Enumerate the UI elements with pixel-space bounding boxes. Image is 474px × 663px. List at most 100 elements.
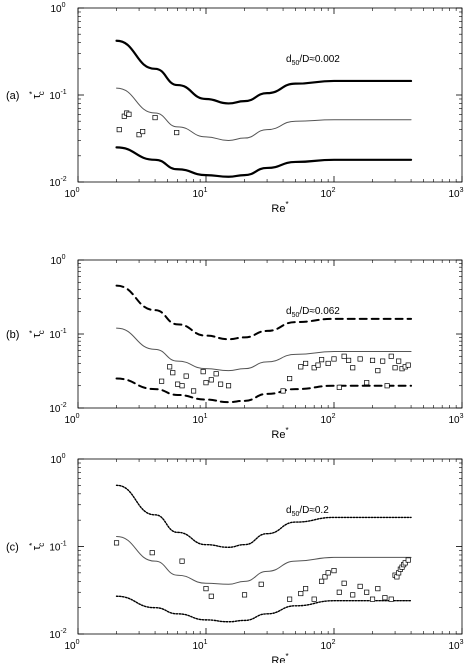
x-tick-label: 100: [64, 639, 79, 652]
data-point: [191, 388, 197, 394]
x-tick-exp: 0: [76, 639, 80, 646]
plot-frame: [77, 7, 463, 183]
data-point: [200, 369, 206, 375]
data-point: [325, 360, 331, 366]
x-tick-base: 10: [320, 641, 332, 652]
data-point: [113, 540, 120, 546]
y-tick-base: 10: [49, 543, 61, 554]
data-point: [170, 370, 176, 376]
data-point: [287, 596, 293, 602]
y-axis-label-sub: c: [37, 330, 46, 334]
y-tick-exp: 0: [62, 2, 66, 9]
annotation-sub: 50: [292, 60, 300, 67]
chart-panel-2: 100 101 102 10310-210-1100Re*τ*c(b)d50/D≈0.…: [6, 254, 464, 441]
x-tick-exp: 1: [204, 187, 208, 194]
data-point: [287, 376, 293, 382]
data-point: [159, 378, 165, 384]
data-point: [311, 365, 317, 371]
x-axis-label-sup: *: [285, 426, 288, 435]
data-point: [405, 557, 411, 563]
x-tick-base: 10: [64, 189, 76, 200]
data-point: [225, 383, 232, 389]
data-point: [364, 380, 370, 386]
x-tick-base: 10: [448, 641, 460, 652]
x-tick-label: 103: [448, 639, 463, 652]
series-lower-line: [115, 377, 413, 404]
data-point: [167, 364, 173, 370]
data-point: [315, 362, 321, 368]
data-point: [303, 586, 309, 592]
data-point: [402, 560, 408, 566]
y-tick-label: 10-1: [49, 328, 66, 341]
x-tick-base: 10: [448, 189, 460, 200]
data-point: [183, 373, 189, 379]
x-axis-label-text: Re: [271, 203, 285, 215]
scatter-points: [159, 353, 411, 394]
data-point: [331, 568, 337, 574]
minor-ticks: [78, 459, 462, 634]
y-axis-label-text: τ: [31, 545, 43, 550]
data-point: [350, 592, 356, 598]
data-point: [357, 583, 363, 589]
annotation-sub: 50: [292, 312, 300, 319]
data-point: [311, 596, 317, 602]
data-point: [375, 586, 381, 592]
plot-frame: [77, 458, 463, 635]
y-tick-base: 10: [49, 178, 61, 189]
data-point: [336, 589, 342, 595]
series-lower-line: [115, 595, 412, 623]
data-point: [241, 592, 248, 598]
x-axis-label-text: Re: [271, 655, 285, 663]
y-tick-base: 10: [50, 455, 62, 466]
y-tick-exp: -2: [60, 176, 66, 183]
data-point: [319, 357, 325, 363]
data-point: [388, 353, 394, 359]
x-tick-label: 101: [192, 187, 207, 200]
y-tick-exp: 0: [62, 254, 66, 261]
data-point: [179, 383, 185, 389]
series-middle-line: [116, 87, 412, 141]
series-middle-line: [116, 327, 412, 372]
y-tick-label: 100: [50, 254, 65, 267]
annotation-tail: /D≈0.002: [299, 54, 340, 65]
data-point: [341, 353, 347, 359]
chart-panel-3: 100 101 102 10310-210-1100Re*τ*c(c)d50/D≈0.…: [6, 453, 464, 663]
data-point: [357, 356, 363, 362]
annotation-tail: /D≈0.2: [299, 505, 329, 516]
data-point: [375, 368, 381, 374]
data-point: [392, 365, 398, 371]
data-point: [382, 595, 388, 601]
x-tick-base: 10: [64, 641, 76, 652]
chart-panel-1: 100 101 102 10310-210-1100Re*τ*c(a)d50/D≈0.…: [6, 2, 464, 215]
x-axis-label-sup: *: [285, 200, 288, 209]
x-tick-label: 101: [192, 413, 207, 426]
data-point: [208, 377, 214, 383]
data-point: [258, 581, 264, 587]
x-axis-label: Re*: [271, 652, 288, 663]
x-tick-label: 100: [64, 187, 79, 200]
panel-label: (c): [6, 542, 19, 554]
y-tick-label: 10-1: [49, 541, 66, 554]
x-tick-exp: 2: [332, 413, 336, 420]
x-axis-label-sup: *: [285, 652, 288, 661]
data-point: [331, 356, 337, 362]
data-point: [388, 596, 394, 602]
y-tick-exp: -2: [60, 402, 66, 409]
data-point: [203, 380, 209, 386]
scatter-points: [113, 540, 411, 602]
y-tick-label: 10-1: [49, 89, 66, 102]
data-point: [346, 357, 352, 363]
y-tick-base: 10: [50, 256, 62, 267]
y-axis-label: τ*c: [28, 543, 46, 550]
data-point: [136, 132, 142, 138]
data-point: [213, 371, 219, 377]
data-point: [369, 357, 376, 363]
y-tick-label: 100: [50, 2, 65, 15]
annotation-tail: /D≈0.062: [299, 306, 340, 317]
x-tick-exp: 3: [460, 187, 464, 194]
data-point: [369, 596, 376, 602]
data-point: [126, 111, 132, 117]
x-tick-exp: 2: [332, 639, 336, 646]
data-point: [116, 127, 122, 133]
